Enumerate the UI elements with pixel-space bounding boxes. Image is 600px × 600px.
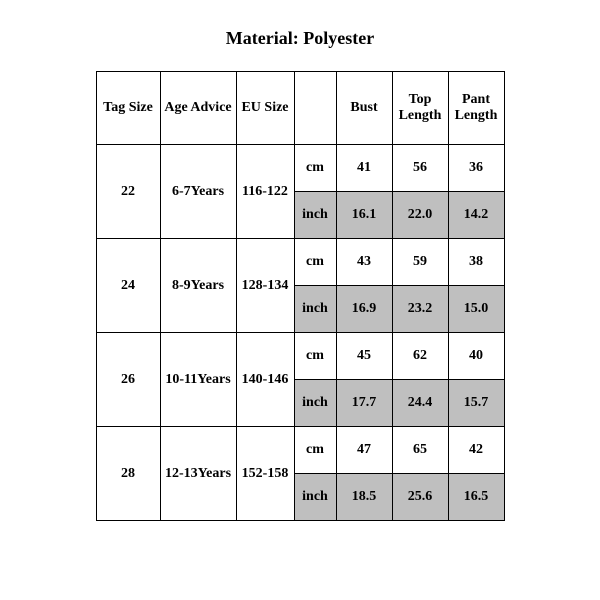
cell-top-cm: 56 [392,145,448,192]
cell-top-inch: 23.2 [392,286,448,333]
cell-unit-inch: inch [294,286,336,333]
cell-unit-cm: cm [294,427,336,474]
cell-top-inch: 25.6 [392,474,448,521]
table-row: 248-9Years128-134cm435938 [96,239,504,286]
cell-age: 6-7Years [160,145,236,239]
cell-tag: 28 [96,427,160,521]
cell-bust-inch: 16.1 [336,192,392,239]
cell-unit-cm: cm [294,145,336,192]
cell-eu: 152-158 [236,427,294,521]
col-top: Top Length [392,72,448,145]
cell-bust-inch: 17.7 [336,380,392,427]
cell-pant-cm: 40 [448,333,504,380]
table-body: 226-7Years116-122cm415636inch16.122.014.… [96,145,504,521]
cell-bust-cm: 41 [336,145,392,192]
cell-top-cm: 62 [392,333,448,380]
cell-top-inch: 24.4 [392,380,448,427]
cell-eu: 116-122 [236,145,294,239]
cell-age: 10-11Years [160,333,236,427]
cell-bust-cm: 43 [336,239,392,286]
cell-bust-inch: 16.9 [336,286,392,333]
cell-unit-cm: cm [294,239,336,286]
cell-age: 12-13Years [160,427,236,521]
cell-unit-inch: inch [294,474,336,521]
col-tag: Tag Size [96,72,160,145]
page-title: Material: Polyester [0,0,600,71]
table-row: 2610-11Years140-146cm456240 [96,333,504,380]
table-header-row: Tag Size Age Advice EU Size Bust Top Len… [96,72,504,145]
cell-unit-cm: cm [294,333,336,380]
cell-pant-inch: 15.0 [448,286,504,333]
cell-unit-inch: inch [294,192,336,239]
cell-pant-cm: 38 [448,239,504,286]
cell-bust-inch: 18.5 [336,474,392,521]
cell-pant-inch: 15.7 [448,380,504,427]
table-row: 2812-13Years152-158cm476542 [96,427,504,474]
col-pant: Pant Length [448,72,504,145]
cell-tag: 24 [96,239,160,333]
cell-tag: 26 [96,333,160,427]
cell-bust-cm: 45 [336,333,392,380]
cell-eu: 128-134 [236,239,294,333]
col-bust: Bust [336,72,392,145]
cell-age: 8-9Years [160,239,236,333]
cell-top-cm: 65 [392,427,448,474]
col-age: Age Advice [160,72,236,145]
cell-tag: 22 [96,145,160,239]
table-row: 226-7Years116-122cm415636 [96,145,504,192]
cell-pant-cm: 36 [448,145,504,192]
cell-top-inch: 22.0 [392,192,448,239]
cell-eu: 140-146 [236,333,294,427]
cell-pant-inch: 16.5 [448,474,504,521]
cell-bust-cm: 47 [336,427,392,474]
col-eu: EU Size [236,72,294,145]
cell-pant-cm: 42 [448,427,504,474]
cell-pant-inch: 14.2 [448,192,504,239]
size-table: Tag Size Age Advice EU Size Bust Top Len… [96,71,505,521]
col-unit [294,72,336,145]
cell-top-cm: 59 [392,239,448,286]
cell-unit-inch: inch [294,380,336,427]
